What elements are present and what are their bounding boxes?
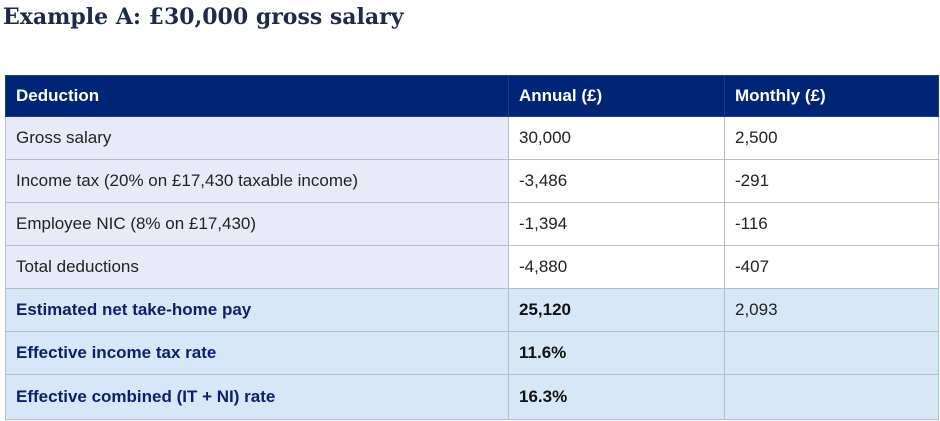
- table-row-summary: Effective combined (IT + NI) rate 16.3%: [5, 374, 939, 420]
- annual-value: -3,486: [508, 159, 725, 203]
- table-row: Gross salary 30,000 2,500: [5, 116, 939, 160]
- annual-value: 16.3%: [508, 374, 725, 420]
- row-label: Effective income tax rate: [5, 331, 509, 375]
- deductions-table: Deduction Annual (£) Monthly (£) Gross s…: [5, 75, 939, 420]
- page-title: Example A: £30,000 gross salary: [3, 4, 404, 30]
- table-row: Total deductions -4,880 -407: [5, 245, 939, 289]
- monthly-value: [724, 331, 939, 375]
- annual-value: -4,880: [508, 245, 725, 289]
- table-row: Employee NIC (8% on £17,430) -1,394 -116: [5, 202, 939, 246]
- table-row-summary: Estimated net take-home pay 25,120 2,093: [5, 288, 939, 332]
- column-header-annual: Annual (£): [508, 75, 725, 117]
- annual-value: 30,000: [508, 116, 725, 160]
- row-label: Employee NIC (8% on £17,430): [5, 202, 509, 246]
- column-header-monthly: Monthly (£): [724, 75, 939, 117]
- monthly-value: -407: [724, 245, 939, 289]
- row-label: Income tax (20% on £17,430 taxable incom…: [5, 159, 509, 203]
- row-label: Effective combined (IT + NI) rate: [5, 374, 509, 420]
- monthly-value: -291: [724, 159, 939, 203]
- annual-value: -1,394: [508, 202, 725, 246]
- annual-value: 11.6%: [508, 331, 725, 375]
- row-label: Estimated net take-home pay: [5, 288, 509, 332]
- monthly-value: 2,093: [724, 288, 939, 332]
- column-header-deduction: Deduction: [5, 75, 509, 117]
- monthly-value: 2,500: [724, 116, 939, 160]
- table-header-row: Deduction Annual (£) Monthly (£): [5, 75, 939, 117]
- table-row-summary: Effective income tax rate 11.6%: [5, 331, 939, 375]
- annual-value: 25,120: [508, 288, 725, 332]
- row-label: Gross salary: [5, 116, 509, 160]
- table-row: Income tax (20% on £17,430 taxable incom…: [5, 159, 939, 203]
- monthly-value: -116: [724, 202, 939, 246]
- monthly-value: [724, 374, 939, 420]
- row-label: Total deductions: [5, 245, 509, 289]
